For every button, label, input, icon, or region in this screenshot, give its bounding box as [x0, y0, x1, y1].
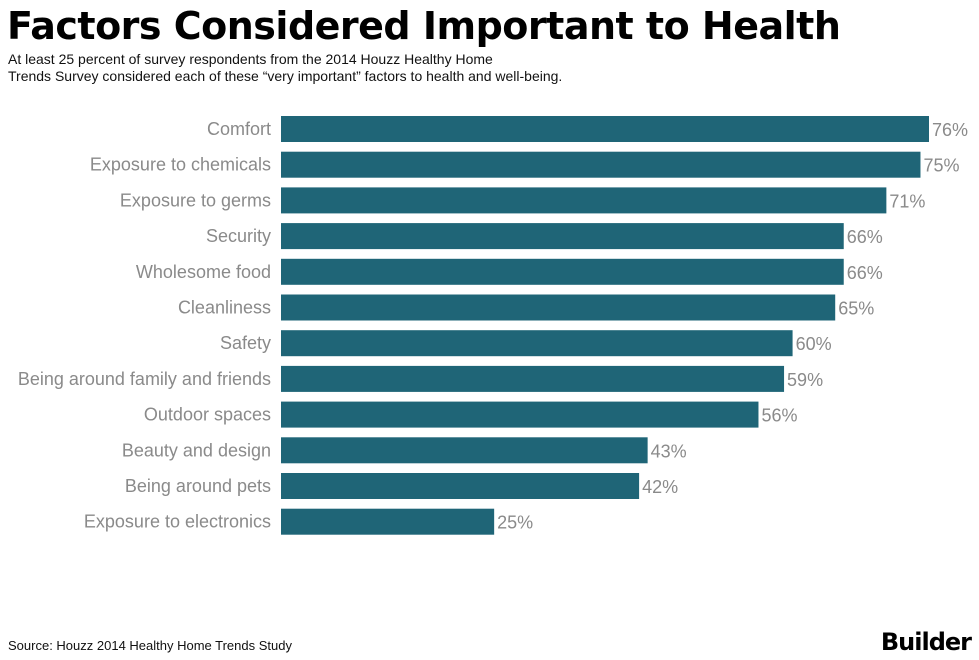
category-label: Exposure to germs [120, 190, 271, 210]
category-label: Being around family and friends [18, 369, 271, 389]
bar-wholesome-food [281, 258, 844, 285]
value-label: 65% [838, 299, 874, 319]
source-note: Source: Houzz 2014 Healthy Home Trends S… [8, 638, 292, 653]
value-label: 56% [761, 406, 797, 426]
bars [281, 116, 929, 535]
bar-exposure-to-electronics [281, 508, 495, 535]
category-label: Beauty and design [122, 440, 271, 460]
bar-beauty-and-design [281, 437, 648, 464]
value-label: 76% [932, 120, 968, 140]
value-label: 71% [889, 191, 925, 211]
value-labels: 76% 75% 71% 66% 66% 65% 60% 59% 56% 43% 42% 25% [497, 120, 968, 533]
bar-being-around-pets [281, 473, 640, 499]
category-label: Wholesome food [136, 262, 271, 282]
value-label: 75% [923, 156, 959, 176]
brand-logo: Builder [880, 628, 972, 656]
value-label: 59% [787, 370, 823, 390]
bar-outdoor-spaces [281, 401, 759, 428]
category-label: Safety [220, 333, 271, 353]
value-label: 25% [497, 513, 533, 533]
bar-cleanliness [281, 294, 836, 321]
bar-comfort [281, 116, 929, 142]
bar-exposure-to-germs [281, 187, 887, 214]
bar-security [281, 223, 844, 250]
category-label: Cleanliness [178, 298, 271, 318]
value-label: 42% [642, 477, 678, 497]
category-label: Being around pets [125, 476, 271, 496]
chart-subtitle: At least 25 percent of survey respondent… [8, 51, 708, 85]
category-label: Security [206, 226, 271, 246]
bar-being-around-family-and-friends [281, 365, 785, 392]
bar-chart: Comfort Exposure to chemicals Exposure to … [18, 116, 968, 535]
chart-title: Factors Considered Important to Health [7, 4, 841, 48]
category-label: Comfort [207, 119, 271, 139]
value-label: 66% [847, 263, 883, 283]
category-label: Outdoor spaces [144, 405, 271, 425]
value-label: 60% [796, 334, 832, 354]
category-labels: Comfort Exposure to chemicals Exposure to … [18, 119, 271, 532]
category-label: Exposure to chemicals [90, 155, 271, 175]
subtitle-line-1: At least 25 percent of survey respondent… [8, 51, 493, 67]
value-label: 43% [651, 441, 687, 461]
bar-exposure-to-chemicals [281, 151, 921, 178]
subtitle-line-2: Trends Survey considered each of these “… [8, 68, 563, 84]
category-label: Exposure to electronics [84, 512, 271, 532]
bar-safety [281, 330, 793, 357]
value-label: 66% [847, 227, 883, 247]
